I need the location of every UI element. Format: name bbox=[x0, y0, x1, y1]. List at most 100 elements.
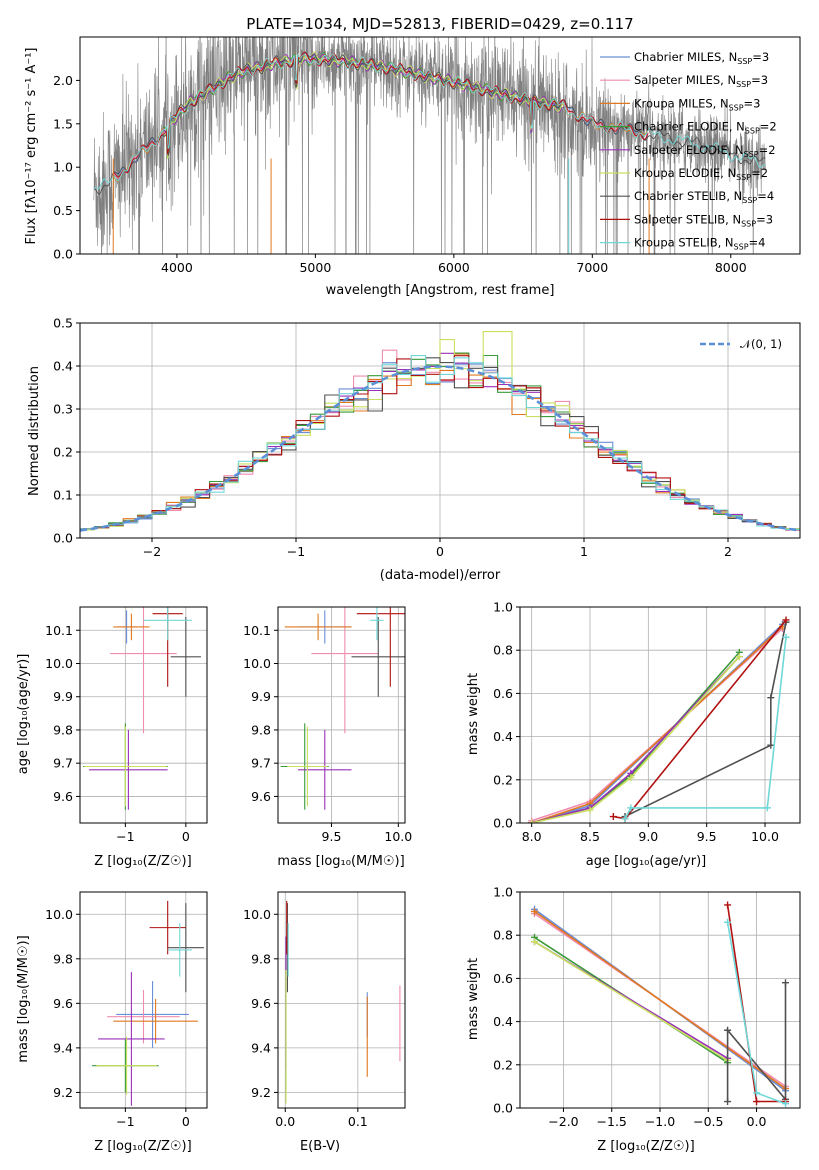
series-chabrier_stelib bbox=[726, 982, 787, 1102]
marker-kroupa_stelib-0 bbox=[724, 918, 732, 926]
marker-kroupa_miles-0 bbox=[530, 907, 538, 915]
errorbar-kroupa_elodie bbox=[96, 1036, 157, 1095]
x-tick-label-3: −0.5 bbox=[693, 1114, 723, 1129]
series-kroupa_elodie bbox=[531, 656, 740, 823]
model-spectrum-chabrier_stelib bbox=[93, 52, 766, 195]
y-tick-label-0: 9.6 bbox=[53, 789, 73, 804]
y-tick-label-0: 9.6 bbox=[251, 789, 271, 804]
x-tick-label-0: −2 bbox=[143, 544, 161, 559]
marker-chabrier_stelib-1 bbox=[767, 741, 775, 749]
y-tick-label-5: 1.0 bbox=[493, 600, 513, 615]
x-tick-label-2: 0 bbox=[436, 544, 444, 559]
y-tick-label-0: 0.0 bbox=[493, 1101, 513, 1116]
legend-subscript: SSP bbox=[736, 173, 751, 182]
plot-area bbox=[530, 901, 790, 1108]
errorbar-kroupa_stelib bbox=[143, 607, 192, 641]
mass-vs-metallicity-panel: −1 0 9.2 9.4 9.6 9.8 10.0 Z [log₁₀(Z/Z☉)] mass… bbox=[16, 891, 208, 1154]
x-tick-label-1: 0.1 bbox=[348, 1114, 368, 1129]
y-tick-label-1: 9.7 bbox=[251, 756, 271, 771]
legend-label-kroupa_stelib: Kroupa STELIB, NSSP=4 bbox=[634, 236, 765, 252]
legend-eq: =2 bbox=[751, 166, 768, 180]
series-chabrier_elodie bbox=[531, 651, 740, 823]
errorbar-chabrier_stelib bbox=[167, 903, 204, 993]
y-tick-label-4: 10.0 bbox=[45, 907, 73, 922]
ageZ-ylabel: age [log₁₀(age/yr)] bbox=[16, 654, 31, 775]
wAge-xlabel: age [log₁₀(age/yr)] bbox=[586, 854, 707, 869]
y-tick-label-4: 2.0 bbox=[53, 73, 73, 88]
residual-histogram-panel: −2 −1 0 1 2 0.0 0.1 0.2 0.3 0.4 0.5 (data-model)/e… bbox=[27, 316, 801, 583]
marker-chabrier_stelib-0 bbox=[724, 1098, 732, 1106]
spectrum-ylabel: Flux [fλ10⁻¹⁷ erg cm⁻² s⁻¹ A⁻¹] bbox=[24, 48, 39, 245]
ageZ-xlabel: Z [log₁₀(Z/Z☉)] bbox=[94, 854, 191, 869]
errorbar-kroupa_miles bbox=[113, 998, 198, 1044]
y-tick-label-4: 0.8 bbox=[493, 928, 513, 943]
y-tick-label-4: 10.0 bbox=[45, 656, 73, 671]
axes: −1 0 9.6 9.7 9.8 9.9 10.0 10.1 bbox=[45, 606, 208, 844]
errorbar-salpeter_miles bbox=[311, 607, 379, 734]
x-tick-label-3: 7000 bbox=[576, 260, 608, 275]
y-tick-label-2: 9.8 bbox=[251, 722, 271, 737]
series-kroupa_stelib bbox=[624, 637, 787, 820]
x-tick-label-1: −1.5 bbox=[597, 1114, 627, 1129]
ageM-xlabel: mass [log₁₀(M/M☉)] bbox=[277, 854, 404, 869]
marker-kroupa_elodie-3 bbox=[735, 653, 743, 661]
marker-kroupa_elodie-1 bbox=[586, 806, 594, 814]
plot-area bbox=[93, 37, 766, 254]
y-tick-label-1: 9.4 bbox=[53, 1040, 73, 1055]
legend-label-chabrier_elodie: Chabrier ELODIE, NSSP=2 bbox=[634, 120, 777, 136]
y-tick-label-3: 9.8 bbox=[251, 951, 271, 966]
y-tick-label-2: 0.2 bbox=[53, 445, 73, 460]
y-tick-label-1: 0.2 bbox=[493, 772, 513, 787]
legend-subscript: SSP bbox=[729, 103, 744, 112]
y-tick-label-0: 0.0 bbox=[53, 247, 73, 262]
histogram-ylabel: Normed distribution bbox=[27, 366, 42, 496]
x-tick-label-0: 0.0 bbox=[275, 1114, 295, 1129]
x-tick-label-0: 9.5 bbox=[322, 829, 342, 844]
axes-frame bbox=[277, 606, 406, 824]
y-tick-label-0: 0.0 bbox=[493, 816, 513, 831]
series-chabrier_miles bbox=[531, 623, 784, 823]
y-tick-label-0: 9.2 bbox=[53, 1085, 73, 1100]
plot-area bbox=[285, 900, 401, 1104]
legend-label-salpeter_elodie: Salpeter ELODIE, NSSP=2 bbox=[634, 143, 776, 159]
histogram-kroupa_stelib bbox=[80, 355, 800, 531]
wZ-ylabel: mass weight bbox=[466, 958, 481, 1040]
legend-subscript: SSP bbox=[745, 127, 760, 136]
y-tick-label-3: 9.8 bbox=[53, 951, 73, 966]
legend-eq: =3 bbox=[744, 96, 761, 110]
weight-vs-age-panel: 8.0 8.5 9.0 9.5 10.0 0.0 0.2 0.4 0.6 0.8 1.0 age [… bbox=[466, 600, 801, 869]
marker-salpeter_stelib-0 bbox=[609, 813, 617, 821]
axes-frame bbox=[519, 606, 801, 824]
y-tick-label-2: 9.6 bbox=[53, 996, 73, 1011]
marker-chabrier_stelib-1 bbox=[724, 1026, 732, 1034]
marker-salpeter_stelib-1 bbox=[753, 1098, 761, 1106]
errorbar-salpeter_miles bbox=[107, 989, 180, 1044]
legend-eq: =4 bbox=[749, 236, 766, 250]
series-salpeter_miles bbox=[531, 628, 784, 822]
x-tick-label-0: −1 bbox=[116, 1114, 134, 1129]
histogram-legend: 𝒩(0, 1) bbox=[700, 337, 782, 351]
legend-subscript: SSP bbox=[744, 150, 759, 159]
axes: 4000 5000 6000 7000 8000 0.0 0.5 1.0 1.5 2.0 bbox=[53, 36, 801, 275]
histogram-xlabel: (data-model)/error bbox=[380, 568, 501, 583]
axes-frame bbox=[79, 891, 208, 1109]
y-tick-label-0: 9.2 bbox=[251, 1085, 271, 1100]
x-tick-label-2: 6000 bbox=[438, 260, 470, 275]
legend-subscript: SSP bbox=[736, 80, 751, 89]
y-tick-label-1: 0.1 bbox=[53, 488, 73, 503]
mass-vs-extinction-panel: 0.0 0.1 9.2 9.4 9.6 9.8 10.0 E(B-V) bbox=[243, 891, 406, 1154]
errorbar-chabrier_stelib bbox=[170, 616, 201, 697]
y-tick-label-5: 1.0 bbox=[493, 885, 513, 900]
marker-chabrier_stelib-3 bbox=[782, 979, 790, 987]
y-tick-label-1: 9.7 bbox=[53, 756, 73, 771]
y-tick-label-4: 10.0 bbox=[243, 656, 271, 671]
errorbar-kroupa_miles bbox=[113, 613, 150, 641]
marker-kroupa_stelib-0 bbox=[621, 815, 629, 823]
spectrum-title: PLATE=1034, MJD=52813, FIBERID=0429, z=0… bbox=[246, 15, 633, 33]
legend-label-salpeter_miles: Salpeter MILES, NSSP=3 bbox=[634, 73, 768, 89]
legend-eq: =4 bbox=[757, 189, 774, 203]
legend-subscript: SSP bbox=[742, 196, 757, 205]
errorbar-kroupa_miles bbox=[284, 613, 352, 641]
y-tick-label-4: 10.0 bbox=[243, 907, 271, 922]
